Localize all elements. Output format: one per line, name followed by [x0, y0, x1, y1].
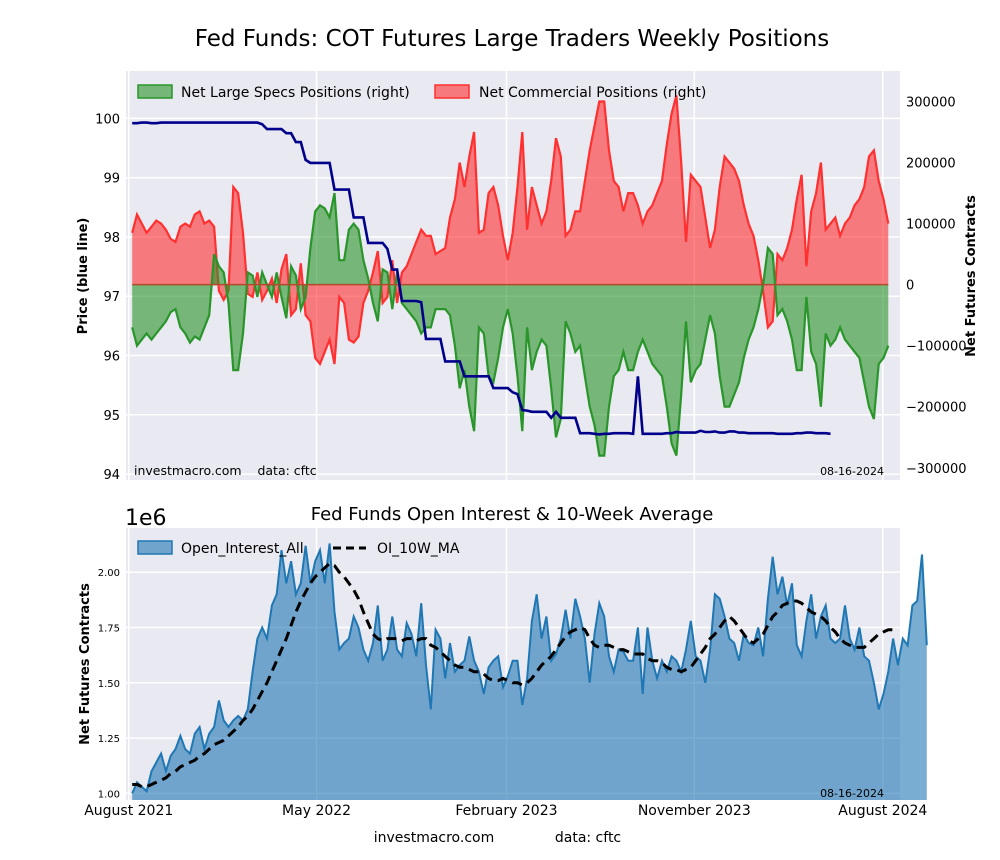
top-right-tick-label: −100000 [906, 340, 967, 355]
top-right-tick-label: 300000 [906, 96, 956, 111]
ma-dashed-line [132, 561, 894, 789]
price-line [132, 121, 831, 436]
bottom-date-annotation: 08-16-2024 [820, 787, 884, 800]
legend-swatch-large-specs [137, 84, 173, 99]
top-left-axis-label: Price (blue line) [76, 218, 91, 335]
footer-site: investmacro.com [374, 830, 494, 846]
legend-label-large-specs: Net Large Specs Positions (right) [181, 85, 410, 101]
net-commercial-area [132, 95, 889, 365]
top-right-axis-label: Net Futures Contracts [964, 195, 979, 357]
bottom-offset-text: 1e6 [125, 506, 167, 531]
top-right-tick-label: 200000 [906, 157, 956, 172]
footer-data-source: data: cftc [555, 830, 621, 846]
bottom-y-tick-label: 2.00 [98, 568, 120, 579]
bottom-legend: Open_Interest_All OI_10W_MA [137, 540, 460, 557]
legend-label-commercial: Net Commercial Positions (right) [479, 85, 706, 101]
bottom-y-axis-label: Net Futures Contracts [78, 583, 93, 745]
open-interest-fill [132, 543, 927, 800]
figure-title: Fed Funds: COT Futures Large Traders Wee… [195, 26, 829, 52]
top-panel: 94 95 96 97 98 99 100 −300000 −200000 −100000 0 10… [76, 71, 979, 483]
bottom-x-tick-label: August 2021 [84, 803, 173, 819]
net-large-specs-area [132, 193, 889, 456]
top-left-tick-label: 98 [103, 231, 120, 246]
bottom-y-tick-label: 1.50 [98, 679, 120, 690]
bottom-panel: Fed Funds Open Interest & 10-Week Averag… [78, 504, 928, 819]
top-left-tick-label: 97 [103, 290, 120, 305]
bottom-x-tick-label: August 2024 [838, 803, 927, 819]
bottom-x-tick-label: February 2023 [455, 803, 557, 819]
top-left-ticks: 94 95 96 97 98 99 100 [95, 112, 120, 483]
top-left-tick-label: 99 [103, 172, 120, 187]
legend-swatch-commercial [434, 84, 470, 99]
top-date-annotation: 08-16-2024 [820, 465, 884, 478]
bottom-title: Fed Funds Open Interest & 10-Week Averag… [311, 504, 714, 525]
top-right-tick-label: 0 [906, 279, 914, 294]
open-interest-line [131, 543, 928, 794]
top-left-tick-label: 96 [103, 350, 120, 365]
bottom-x-tick-label: May 2022 [282, 803, 351, 819]
top-right-tick-label: −200000 [906, 401, 967, 416]
legend-label-ten-week-average: OI_10W_MA [377, 541, 460, 557]
top-right-tick-label: −300000 [906, 462, 967, 477]
legend-swatch-open-interest [137, 540, 173, 555]
top-price-line [132, 121, 831, 436]
bottom-x-ticks: August 2021 May 2022 February 2023 November… [84, 803, 927, 819]
top-source-annotation: investmacro.com data: cftc [134, 463, 317, 478]
net-large-specs-line [131, 192, 890, 457]
top-net-position-areas [131, 95, 890, 457]
top-legend: Net Large Specs Positions (right) Net Co… [137, 84, 706, 101]
bottom-y-tick-label: 1.00 [98, 789, 120, 800]
bottom-y-tick-label: 1.25 [98, 734, 120, 745]
bottom-y-tick-label: 1.75 [98, 624, 120, 635]
legend-label-open-interest: Open_Interest_All [181, 541, 304, 557]
top-left-tick-label: 94 [103, 468, 120, 483]
ten-week-average-line [132, 561, 894, 789]
top-right-ticks: −300000 −200000 −100000 0 100000 200000 300000 [906, 96, 967, 477]
bottom-x-tick-label: November 2023 [638, 803, 751, 819]
open-interest-area [131, 543, 928, 800]
top-left-tick-label: 95 [103, 409, 120, 424]
bottom-y-ticks: 1.00 1.25 1.50 1.75 2.00 [98, 568, 120, 800]
top-left-tick-label: 100 [95, 112, 120, 127]
top-right-tick-label: 100000 [906, 218, 956, 233]
